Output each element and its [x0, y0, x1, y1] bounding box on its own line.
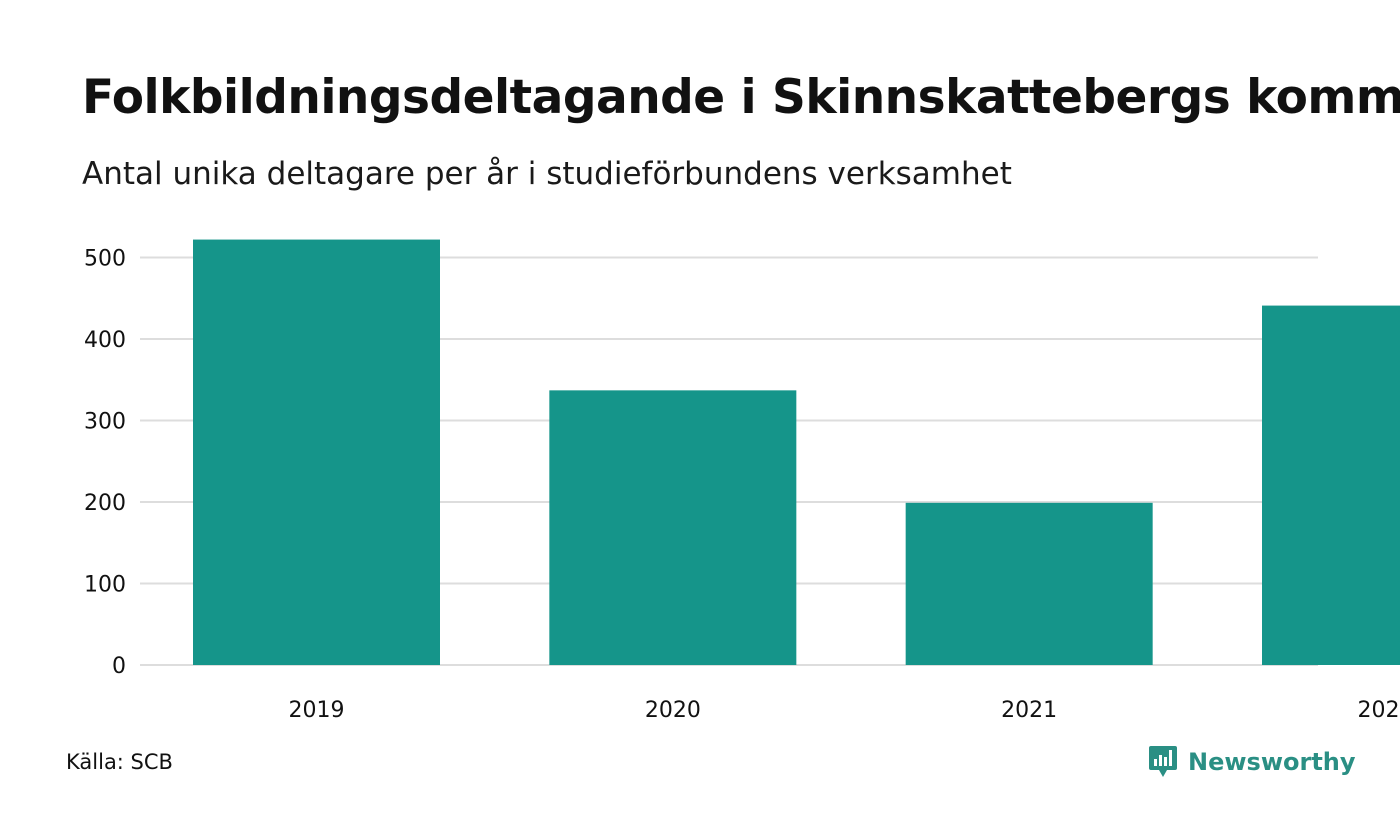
y-tick-label: 0	[112, 654, 126, 679]
bar-2021	[905, 502, 1153, 665]
x-tick-label: 2021	[1001, 698, 1057, 723]
y-tick-label: 500	[84, 247, 126, 272]
y-tick-label: 300	[84, 410, 126, 435]
bar-2022	[1262, 305, 1400, 665]
brand-name: Newsworthy	[1188, 748, 1356, 776]
x-tick-label: 2019	[289, 698, 345, 723]
y-tick-label: 100	[84, 573, 126, 598]
bar-2020	[549, 390, 797, 665]
x-tick-label: 2022	[1358, 698, 1400, 723]
newsworthy-logo-icon	[1149, 746, 1177, 777]
chart-subtitle: Antal unika deltagare per år i studieför…	[82, 156, 1012, 192]
y-tick-label: 200	[84, 491, 126, 516]
x-tick-label: 2020	[645, 698, 701, 723]
y-tick-label: 400	[84, 328, 126, 353]
bar-2019	[193, 239, 440, 665]
brand-logo: Newsworthy	[1148, 744, 1356, 780]
chart-title: Folkbildningsdeltagande i Skinnskatteber…	[82, 70, 1400, 125]
source-label: Källa: SCB	[66, 750, 173, 774]
